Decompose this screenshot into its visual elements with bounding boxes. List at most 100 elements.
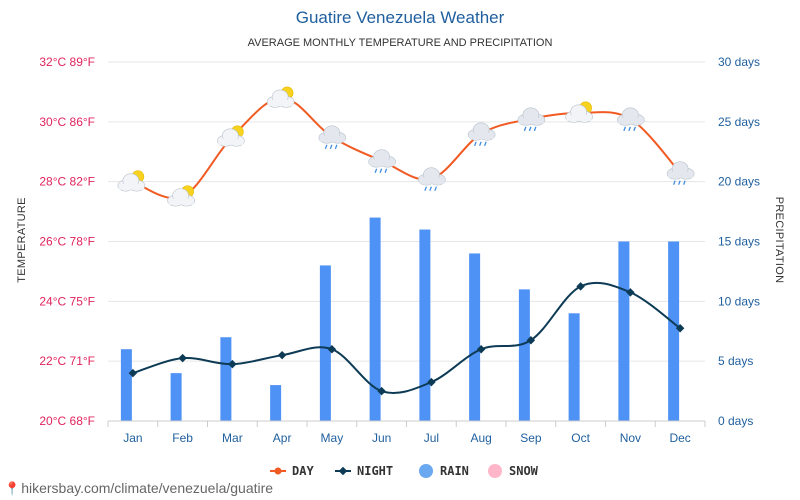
- legend-marker: [338, 466, 348, 476]
- rain-drop: [384, 168, 388, 173]
- legend-marker: [274, 467, 282, 475]
- rain-bars: [120, 217, 680, 421]
- rain-drop: [523, 126, 527, 132]
- cloud-part: [566, 114, 592, 121]
- source-footer[interactable]: 📍hikersbay.com/climate/venezuela/guatire: [4, 480, 273, 497]
- right-axis-ticks: 30 days 25 days 20 days 15 days 10 days 5 day…: [718, 55, 760, 428]
- legend-item-snow: SNOW: [488, 464, 539, 478]
- night-point: [277, 350, 287, 360]
- rain-drop: [673, 180, 676, 185]
- x-tick-label: May: [321, 431, 344, 445]
- night-series-line: [132, 281, 681, 394]
- rain-drop: [633, 126, 636, 132]
- legend-label: NIGHT: [357, 464, 393, 478]
- right-axis-title: PRECIPITATION: [773, 197, 785, 284]
- night-point: [675, 324, 685, 333]
- night-point: [427, 377, 436, 387]
- rain-drop: [623, 126, 626, 132]
- x-axis: Jan Feb Mar Apr May Jun Jul Aug Sep Oct Nov Dec: [107, 420, 706, 445]
- legend-item-rain: RAIN: [419, 464, 469, 478]
- cloud-rain-icon: [467, 122, 496, 147]
- rain-bar: [618, 241, 630, 421]
- left-tick-label: 24°C 75°F: [39, 294, 95, 308]
- x-tick-label: Jun: [372, 431, 391, 445]
- x-tick-label: Sep: [520, 431, 542, 445]
- rain-bar: [568, 313, 580, 421]
- legend: DAY NIGHT RAIN SNOW: [270, 464, 539, 478]
- x-tick-label: Jan: [123, 431, 142, 445]
- x-tick-label: Feb: [172, 431, 193, 445]
- x-tick-label: Aug: [470, 431, 491, 445]
- cloud-part: [118, 183, 144, 190]
- cloud-part: [268, 99, 294, 106]
- legend-label: DAY: [292, 464, 314, 478]
- x-tick-label: Mar: [222, 431, 243, 445]
- rain-drop: [374, 168, 378, 173]
- left-tick-label: 20°C 68°F: [39, 414, 95, 428]
- rain-bar: [319, 265, 331, 421]
- partly-cloudy-icon: [117, 170, 146, 192]
- right-tick-label: 30 days: [718, 55, 760, 69]
- rain-bar: [220, 337, 232, 421]
- cloud-part: [469, 132, 495, 139]
- left-tick-label: 22°C 71°F: [39, 354, 95, 368]
- right-tick-label: 15 days: [718, 235, 760, 249]
- rain-bar: [668, 241, 680, 421]
- night-point: [626, 288, 635, 297]
- night-point: [576, 282, 585, 291]
- rain-drop: [334, 144, 338, 150]
- rain-drop: [324, 144, 328, 150]
- partly-cloudy-icon: [167, 185, 195, 207]
- legend-label: SNOW: [509, 464, 539, 478]
- rain-drop: [528, 126, 532, 132]
- night-point: [228, 359, 237, 369]
- right-tick-label: 20 days: [718, 175, 760, 189]
- rain-drop: [628, 126, 631, 132]
- cloud-rain-icon: [368, 149, 396, 173]
- rain-bar: [369, 217, 381, 421]
- cloud-part: [319, 135, 345, 142]
- chart-title: Guatire Venezuela Weather: [296, 8, 505, 27]
- day-line: [132, 96, 681, 200]
- cloud-part: [518, 117, 544, 124]
- cloud-rain-icon: [517, 107, 546, 132]
- rain-drop: [329, 144, 333, 150]
- map-pin-icon: 📍: [4, 481, 21, 496]
- legend-swatch: [419, 464, 433, 478]
- cloud-rain-icon: [617, 107, 645, 132]
- weather-icons: [117, 86, 695, 207]
- left-axis-title: TEMPERATURE: [16, 197, 28, 283]
- cloud-part: [419, 177, 445, 184]
- rain-drop: [479, 141, 482, 147]
- night-point: [128, 368, 138, 378]
- night-point: [526, 335, 536, 345]
- cloud-part: [668, 171, 694, 178]
- x-tick-label: Oct: [571, 431, 590, 445]
- rain-drop: [429, 186, 432, 191]
- right-tick-label: 25 days: [718, 115, 760, 129]
- rain-drop: [533, 126, 537, 132]
- grid-lines: [108, 61, 705, 362]
- rain-bar: [419, 229, 431, 421]
- x-tick-label: Nov: [620, 431, 641, 445]
- source-link[interactable]: hikersbay.com/climate/venezuela/guatire: [21, 480, 274, 496]
- cloud-rain-icon: [318, 125, 347, 150]
- day-series-line: [132, 96, 681, 200]
- left-axis-ticks: 32°C 89°F 30°C 86°F 28°C 82°F 26°C 78°F 24°C…: [39, 55, 95, 428]
- chart-subtitle: AVERAGE MONTHLY TEMPERATURE AND PRECIPIT…: [248, 37, 553, 49]
- rain-bar: [170, 373, 182, 421]
- x-tick-label: Jul: [424, 431, 439, 445]
- x-tick-label: Apr: [273, 431, 292, 445]
- rain-drop: [379, 168, 383, 173]
- x-tick-label: Dec: [669, 431, 690, 445]
- partly-cloudy-icon: [217, 125, 245, 147]
- legend-swatch: [488, 464, 502, 478]
- left-tick-label: 26°C 78°F: [39, 235, 95, 249]
- left-tick-label: 30°C 86°F: [39, 115, 95, 129]
- legend-item-night: NIGHT: [335, 464, 393, 478]
- rain-bar: [469, 253, 481, 421]
- rain-drop: [474, 141, 477, 147]
- cloud-rain-icon: [418, 167, 446, 191]
- rain-drop: [434, 186, 437, 191]
